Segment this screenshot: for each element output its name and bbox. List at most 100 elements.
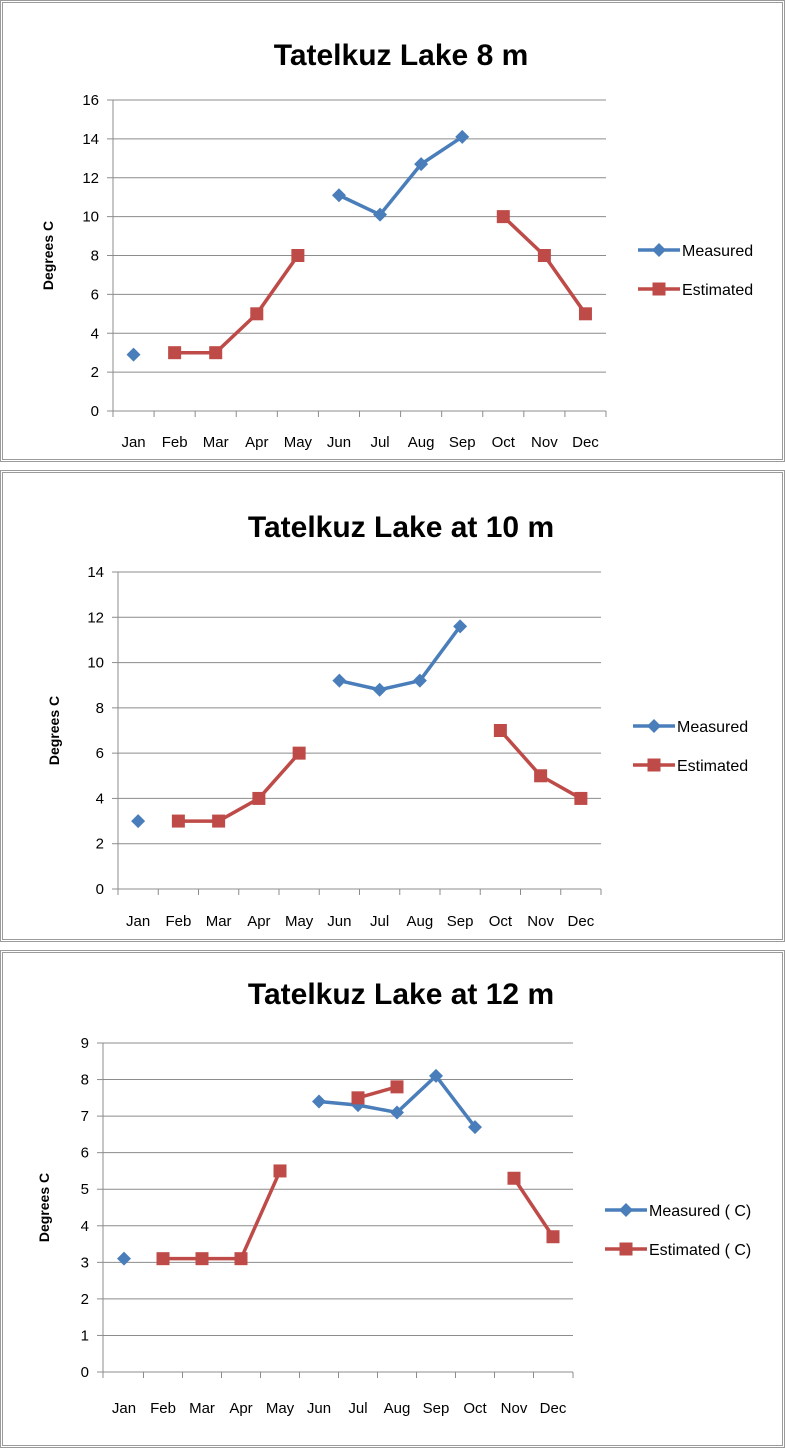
y-tick-label: 6 — [81, 1145, 89, 1162]
data-point-square — [209, 346, 223, 360]
y-tick-label: 16 — [82, 92, 99, 109]
series-line — [338, 625, 462, 692]
data-point-square — [351, 1091, 365, 1105]
legend-label: Measured — [677, 719, 748, 736]
data-point-square — [212, 814, 226, 828]
data-point-square — [252, 791, 266, 805]
data-point-square — [291, 249, 305, 262]
data-point-square — [292, 746, 306, 760]
y-tick-label: 0 — [91, 403, 99, 420]
x-tick-label: Dec — [568, 913, 595, 930]
x-tick-label: Nov — [531, 434, 558, 451]
x-tick-label: Apr — [247, 913, 270, 930]
chart-title: Tatelkuz Lake at 12 m — [248, 978, 554, 1011]
data-point-diamond — [468, 1120, 482, 1135]
y-axis-label: Degrees C — [36, 1173, 52, 1242]
x-tick-label: Jun — [327, 913, 351, 930]
legend-label: Measured ( C) — [649, 1203, 751, 1220]
legend-marker — [647, 719, 661, 733]
x-tick-label: Jul — [348, 1400, 367, 1417]
legend-marker — [619, 1242, 633, 1256]
y-tick-label: 6 — [96, 745, 104, 762]
data-point-square — [156, 1252, 170, 1266]
x-tick-label: Jun — [307, 1400, 331, 1417]
data-point-square — [496, 210, 510, 224]
series-estimated — [171, 724, 588, 828]
x-tick-label: Aug — [384, 1400, 411, 1417]
data-point-square — [234, 1252, 248, 1266]
x-tick-label: Sep — [447, 913, 474, 930]
x-tick-label: Nov — [501, 1400, 528, 1417]
x-tick-label: Feb — [165, 913, 191, 930]
series-line — [512, 1177, 555, 1238]
x-tick-label: Nov — [527, 913, 554, 930]
y-tick-label: 2 — [81, 1291, 89, 1308]
chart-svg: Tatelkuz Lake at 12 m 0 1 2 3 4 5 6 7 8 9 Jan Feb Mar… — [36, 978, 751, 1417]
legend-label: Measured — [682, 243, 753, 260]
data-point-square — [507, 1171, 521, 1185]
x-tick-label: Oct — [463, 1400, 487, 1417]
chart-12m: Tatelkuz Lake at 12 m 0 1 2 3 4 5 6 7 8 9 Jan Feb Mar… — [0, 950, 785, 1448]
chart-title: Tatelkuz Lake 8 m — [274, 39, 529, 72]
data-point-diamond — [117, 1251, 131, 1266]
y-tick-label: 14 — [87, 564, 104, 581]
y-tick-label: 8 — [91, 248, 99, 265]
legend-label: Estimated — [682, 282, 753, 299]
x-tick-label: Mar — [203, 434, 229, 451]
data-point-diamond — [429, 1068, 443, 1083]
series-measured — [131, 619, 468, 829]
y-tick-label: 12 — [82, 170, 99, 187]
series-line — [338, 135, 464, 217]
data-point-square — [534, 769, 548, 783]
data-point-diamond — [131, 814, 146, 829]
legend-marker — [652, 243, 666, 257]
data-point-square — [493, 724, 507, 737]
x-tick-label: Aug — [407, 913, 434, 930]
data-point-diamond — [373, 207, 388, 222]
x-tick-label: Jun — [327, 434, 351, 451]
chart-svg: Tatelkuz Lake at 10 m 0 2 4 6 8 10 12 14 Jan Feb Ma… — [46, 511, 748, 930]
y-tick-label: 3 — [81, 1254, 89, 1271]
data-point-diamond — [412, 673, 427, 688]
data-point-diamond — [455, 129, 470, 144]
data-point-square — [390, 1080, 404, 1094]
x-tick-label: Jul — [370, 434, 389, 451]
legend-marker — [619, 1203, 633, 1217]
y-axis-label: Degrees C — [40, 221, 56, 290]
data-point-square — [250, 307, 264, 321]
chart-8m: Tatelkuz Lake 8 m 0 2 4 6 8 10 12 14 16 Jan Feb Mar A… — [0, 0, 785, 462]
x-tick-label: Jul — [370, 913, 389, 930]
x-tick-label: Dec — [572, 434, 599, 451]
data-point-square — [574, 791, 588, 805]
y-tick-label: 2 — [91, 364, 99, 381]
x-tick-label: May — [284, 434, 313, 451]
y-tick-label: 1 — [81, 1327, 89, 1344]
data-point-diamond — [331, 188, 346, 203]
y-axis-label: Degrees C — [46, 696, 62, 765]
series-line — [178, 751, 301, 823]
x-tick-label: Sep — [423, 1400, 450, 1417]
x-tick-label: Feb — [150, 1400, 176, 1417]
y-tick-label: 7 — [81, 1108, 89, 1125]
series-estimated — [168, 210, 592, 360]
series-line — [499, 729, 582, 800]
series-line — [163, 1170, 282, 1261]
data-point-square — [273, 1164, 287, 1178]
y-tick-label: 0 — [96, 881, 104, 898]
x-tick-label: May — [266, 1400, 295, 1417]
x-tick-label: Apr — [245, 434, 268, 451]
series-line — [174, 254, 300, 355]
data-point-diamond — [332, 673, 347, 688]
y-tick-label: 8 — [96, 700, 104, 717]
data-point-square — [546, 1230, 560, 1244]
series-measured — [117, 1068, 482, 1266]
y-tick-label: 5 — [81, 1181, 89, 1198]
data-point-square — [195, 1252, 209, 1266]
data-point-diamond — [372, 682, 387, 697]
y-tick-label: 2 — [96, 836, 104, 853]
x-tick-label: Feb — [162, 434, 188, 451]
x-tick-label: Dec — [540, 1400, 567, 1417]
x-tick-label: Jan — [126, 913, 150, 930]
y-tick-label: 14 — [82, 131, 99, 148]
y-tick-label: 12 — [87, 609, 104, 626]
